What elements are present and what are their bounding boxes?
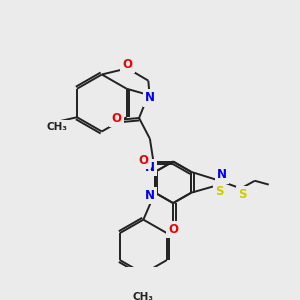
Text: O: O <box>168 223 178 236</box>
Text: N: N <box>145 92 155 104</box>
Text: O: O <box>122 58 132 71</box>
Text: O: O <box>139 154 149 167</box>
Text: O: O <box>112 112 122 124</box>
Text: CH₃: CH₃ <box>46 122 67 132</box>
Text: N: N <box>146 189 155 202</box>
Text: N: N <box>217 169 227 182</box>
Text: S: S <box>238 188 247 201</box>
Text: CH₃: CH₃ <box>133 292 154 300</box>
Text: N: N <box>146 161 155 174</box>
Text: S: S <box>215 185 224 198</box>
